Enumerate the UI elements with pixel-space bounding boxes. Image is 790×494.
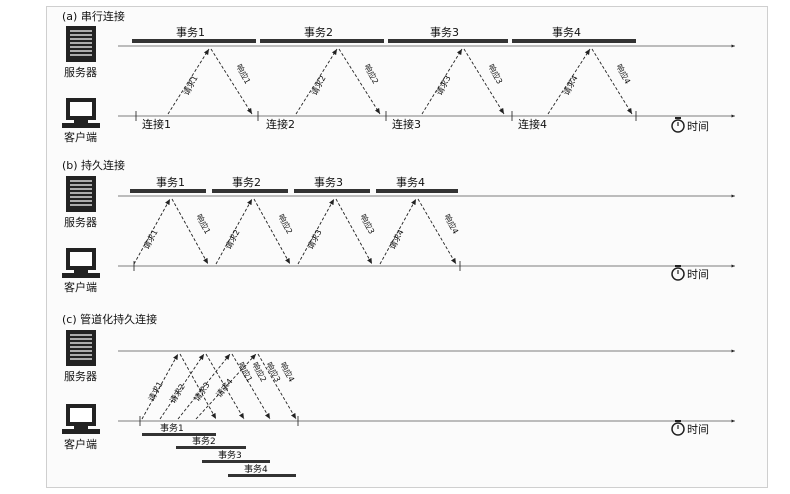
clock-icon — [671, 420, 685, 436]
response-arrow — [257, 353, 297, 420]
request-arrow — [379, 198, 417, 265]
connection-label: 连接2 — [266, 118, 295, 131]
connection-label: 连接4 — [518, 118, 547, 131]
transaction-label: 事务3 — [430, 26, 459, 39]
response-label: 响应4 — [442, 212, 461, 235]
transaction-bar — [142, 433, 216, 436]
transaction-bar — [388, 39, 508, 43]
response-label: 响应2 — [276, 212, 295, 235]
response-arrow — [253, 198, 291, 265]
client-computer-icon — [62, 248, 100, 278]
time-label: 时间 — [687, 423, 709, 436]
response-label: 响应4 — [614, 62, 633, 85]
response-arrow — [417, 198, 457, 265]
transaction-bar — [130, 189, 206, 193]
server-icon — [66, 176, 96, 212]
response-arrow — [338, 48, 381, 115]
server-label: 服务器 — [64, 216, 97, 229]
request-label: 请求3 — [434, 74, 453, 97]
response-arrow — [205, 353, 245, 420]
transaction-bar — [176, 446, 246, 449]
transaction-label: 事务2 — [232, 176, 261, 189]
connection-label: 连接3 — [392, 118, 421, 131]
request-arrow — [297, 198, 335, 265]
transaction-bar — [260, 39, 384, 43]
response-label: 响应4 — [278, 360, 297, 383]
request-label: 请求1 — [146, 380, 165, 403]
transaction-label: 事务1 — [176, 26, 205, 39]
server-icon — [66, 330, 96, 366]
request-arrow — [159, 353, 205, 420]
transaction-bar — [212, 189, 288, 193]
transaction-label: 事务2 — [192, 435, 216, 447]
transaction-label: 事务3 — [218, 449, 242, 461]
request-label: 请求4 — [214, 376, 235, 399]
request-label: 请求2 — [167, 382, 187, 405]
section-b-title: (b) 持久连接 — [62, 158, 125, 172]
request-label: 请求2 — [223, 228, 242, 251]
transaction-bar — [228, 474, 296, 477]
request-arrow — [167, 48, 210, 115]
server-label: 服务器 — [64, 66, 97, 79]
diagram-frame — [46, 6, 768, 488]
transaction-bar — [202, 460, 270, 463]
response-label: 响应2 — [362, 62, 381, 85]
client-computer-icon — [62, 98, 100, 128]
response-arrow — [335, 198, 373, 265]
transaction-bar — [132, 39, 256, 43]
request-label: 请求1 — [181, 74, 200, 97]
transaction-label: 事务3 — [314, 176, 343, 189]
transaction-label: 事务4 — [396, 176, 425, 189]
server-label: 服务器 — [64, 370, 97, 383]
response-arrow — [210, 48, 253, 115]
request-arrow — [421, 48, 463, 115]
transaction-bar — [512, 39, 636, 43]
request-arrow — [141, 353, 179, 420]
transaction-bar — [376, 189, 458, 193]
transaction-bar — [294, 189, 370, 193]
transaction-label: 事务1 — [160, 422, 184, 434]
client-label: 客户端 — [64, 437, 97, 451]
request-arrow — [215, 198, 253, 265]
transaction-label: 事务4 — [244, 463, 268, 475]
response-label: 响应1 — [234, 62, 253, 85]
response-arrow — [463, 48, 505, 115]
response-arrow — [231, 353, 271, 420]
transaction-label: 事务4 — [552, 26, 581, 39]
request-label: 请求1 — [141, 228, 160, 251]
response-arrow — [171, 198, 209, 265]
clock-icon — [671, 117, 685, 133]
client-label: 客户端 — [64, 130, 97, 144]
clock-icon — [671, 265, 685, 281]
time-label: 时间 — [687, 120, 709, 133]
response-label: 响应1 — [194, 212, 213, 235]
client-label: 客户端 — [64, 280, 97, 294]
response-label: 响应3 — [358, 212, 377, 235]
response-arrow — [179, 353, 217, 420]
section-a-title: (a) 串行连接 — [62, 10, 125, 23]
request-arrow — [133, 198, 171, 265]
client-computer-icon — [62, 404, 100, 434]
request-label: 请求3 — [191, 380, 211, 403]
transaction-label: 事务2 — [304, 26, 333, 39]
response-label: 响应3 — [486, 62, 505, 85]
request-arrow — [547, 48, 591, 115]
server-icon — [66, 26, 96, 62]
time-label: 时间 — [687, 268, 709, 281]
request-label: 请求3 — [305, 228, 324, 251]
request-arrow — [177, 353, 231, 420]
request-label: 请求4 — [561, 74, 580, 97]
request-label: 请求2 — [309, 74, 328, 97]
request-arrow — [295, 48, 338, 115]
section-c-title: (c) 管道化持久连接 — [62, 312, 157, 326]
transaction-label: 事务1 — [156, 176, 185, 189]
request-label: 请求4 — [387, 228, 406, 251]
response-arrow — [591, 48, 633, 115]
connection-label: 连接1 — [142, 118, 171, 131]
